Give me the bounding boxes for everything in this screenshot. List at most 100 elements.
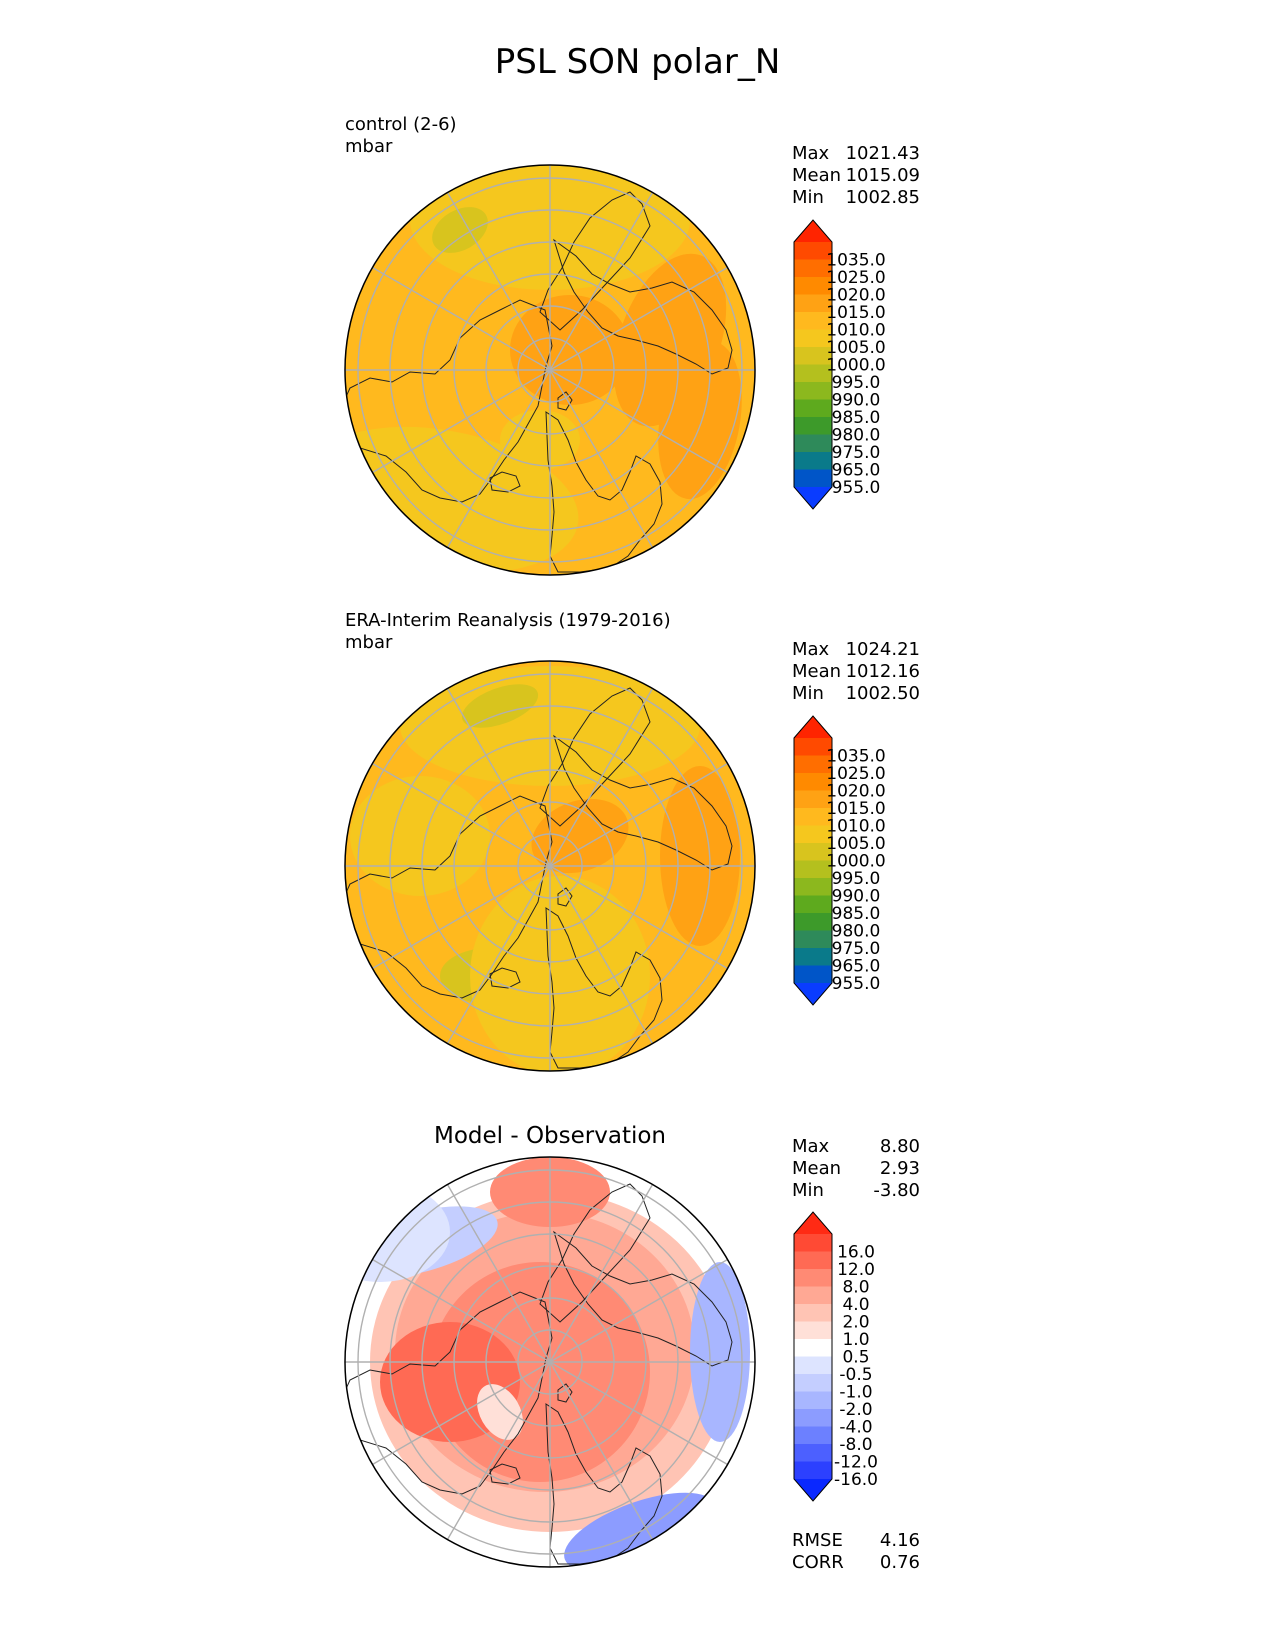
field-contour-region xyxy=(470,876,650,1071)
panel2-colorbar-swatch xyxy=(794,930,832,949)
panel1-colorbar-tick-label: 990.0 xyxy=(832,391,881,411)
panel3-colorbar-extend-max xyxy=(794,1212,832,1234)
panel2-stat-mean: Mean 1012.16 xyxy=(792,661,920,683)
panel2-colorbar-swatch xyxy=(794,965,832,984)
panel3-polar-map xyxy=(344,1156,756,1568)
meridian-line xyxy=(549,1258,728,1363)
panel1-colorbar-tick-label: 1025.0 xyxy=(826,268,885,288)
meridian-line xyxy=(549,1184,654,1363)
panel3-colorbar-tick-label: -16.0 xyxy=(834,1470,878,1490)
panel3-colorbar-tick-label: -2.0 xyxy=(839,1400,872,1420)
panel1-colorbar-tick-label: 1020.0 xyxy=(826,286,885,306)
field-contour-region xyxy=(510,295,630,405)
field-contour-region xyxy=(531,798,629,874)
panel1-stat-min-value: 1002.85 xyxy=(845,187,920,208)
panel2-colorbar-tick-label: 1020.0 xyxy=(826,782,885,802)
panel3-colorbar-swatch xyxy=(794,1321,832,1340)
meridian-line xyxy=(446,369,551,548)
panel3-metric-rmse-value: 4.16 xyxy=(879,1530,920,1551)
panel2-stat-mean-value: 1012.16 xyxy=(845,661,920,682)
panel3-stat-max: Max 8.80 xyxy=(792,1136,920,1158)
meridian-line xyxy=(372,266,551,371)
panel3-metric-corr-label: CORR xyxy=(792,1552,844,1573)
field-contour-region xyxy=(660,766,740,946)
panel2-colorbar-tick-label: 985.0 xyxy=(832,904,881,924)
panel3-stat-mean-value: 2.93 xyxy=(879,1158,920,1179)
field-contour-region xyxy=(690,1262,750,1442)
panel3-colorbar-tick-label: -12.0 xyxy=(834,1453,878,1473)
panel3-colorbar-tick-label: 16.0 xyxy=(837,1243,875,1263)
meridian-line xyxy=(446,1184,551,1363)
panel1-colorbar-swatch xyxy=(794,259,832,278)
meridian-line xyxy=(549,762,728,867)
panel1-stat-max-value: 1021.43 xyxy=(845,143,920,164)
panel2-colorbar-swatch xyxy=(794,825,832,844)
panel1-colorbar-swatch xyxy=(794,399,832,418)
panel1-colorbar-tick-label: 980.0 xyxy=(832,426,881,446)
panel2-colorbar-swatch xyxy=(794,738,832,756)
panel1-colorbar-tick-label: 995.0 xyxy=(832,373,881,393)
panel1-colorbar-tick-label: 1000.0 xyxy=(826,356,885,376)
panel3-colorbar-tick-label: 4.0 xyxy=(842,1295,869,1315)
panel1-stat-max-label: Max xyxy=(792,143,830,164)
panel3-colorbar-tick-label: -8.0 xyxy=(839,1435,872,1455)
panel3-colorbar-tick-label: 1.0 xyxy=(842,1330,869,1350)
meridian-line xyxy=(372,1361,551,1466)
meridian-line xyxy=(549,1361,654,1540)
field-contour-region xyxy=(350,776,490,896)
panel1-stat-max: Max 1021.43 xyxy=(792,143,920,165)
panel3-stat-max-value: 8.80 xyxy=(879,1136,920,1157)
panel2-colorbar-swatch xyxy=(794,878,832,896)
panel2-colorbar-tick-label: 965.0 xyxy=(832,957,881,977)
panel2-stat-min-label: Min xyxy=(792,683,824,704)
coastline xyxy=(553,734,733,871)
panel2-units: mbar xyxy=(345,632,393,653)
panel3-metric-corr: CORR 0.76 xyxy=(792,1552,920,1574)
panel1-colorbar-swatch xyxy=(794,329,832,348)
meridian-line xyxy=(372,369,551,474)
meridian-line xyxy=(549,865,728,970)
panel3-stat-mean: Mean 2.93 xyxy=(792,1158,920,1180)
panel1-polar-map xyxy=(344,164,756,576)
panel2-stat-max: Max 1024.21 xyxy=(792,639,920,661)
panel3-metrics: RMSE 4.16 CORR 0.76 xyxy=(792,1530,920,1574)
panel3-stat-max-label: Max xyxy=(792,1136,830,1157)
panel1-colorbar-swatch xyxy=(794,382,832,400)
meridian-line xyxy=(372,762,551,867)
panel1-colorbar-tick-label: 1035.0 xyxy=(826,251,885,271)
panel2-colorbar-tick-label: 1015.0 xyxy=(826,799,885,819)
panel1-colorbar-swatch xyxy=(794,242,832,260)
panel2-title: ERA-Interim Reanalysis (1979-2016) xyxy=(345,610,671,631)
panel3-colorbar-swatch xyxy=(794,1269,832,1287)
panel3-colorbar-swatch xyxy=(794,1339,832,1357)
panel3-colorbar-swatch xyxy=(794,1251,832,1270)
meridian-line xyxy=(549,865,654,1044)
panel2-colorbar-tick-label: 990.0 xyxy=(832,887,881,907)
figure-title: PSL SON polar_N xyxy=(494,42,781,82)
panel2-stat-min: Min 1002.50 xyxy=(792,683,920,705)
panel2-colorbar-tick-label: 1000.0 xyxy=(826,852,885,872)
coastline xyxy=(557,1383,573,1403)
panel2-colorbar-swatch xyxy=(794,948,832,966)
panel1-colorbar-extend-min xyxy=(794,487,832,509)
panel2-stat-max-label: Max xyxy=(792,639,830,660)
field-contour-region xyxy=(432,207,488,253)
panel3-colorbar-extend-min xyxy=(794,1479,832,1501)
panel2-colorbar-outline xyxy=(793,715,833,1006)
panel2-colorbar-tick-label: 980.0 xyxy=(832,922,881,942)
coastline xyxy=(545,411,663,573)
panel3-colorbar-tick-label: -1.0 xyxy=(839,1383,872,1403)
panel1-colorbar-tick-label: 975.0 xyxy=(832,443,881,463)
panel2-colorbar-extend-max xyxy=(794,716,832,738)
coastline xyxy=(553,1230,733,1367)
coastline xyxy=(545,907,663,1069)
coastline xyxy=(345,299,553,503)
panel2-colorbar-swatch xyxy=(794,895,832,914)
panel2-stats: Max 1024.21 Mean 1012.16 Min 1002.50 xyxy=(792,639,920,705)
panel3-colorbar-tick-label: 2.0 xyxy=(842,1313,869,1333)
panel1-colorbar-swatch xyxy=(794,417,832,435)
meridian-line xyxy=(549,266,728,371)
coastline xyxy=(345,1291,553,1495)
panel1-colorbar-tick-label: 1005.0 xyxy=(826,338,885,358)
panel3-colorbar-swatch xyxy=(794,1356,832,1375)
